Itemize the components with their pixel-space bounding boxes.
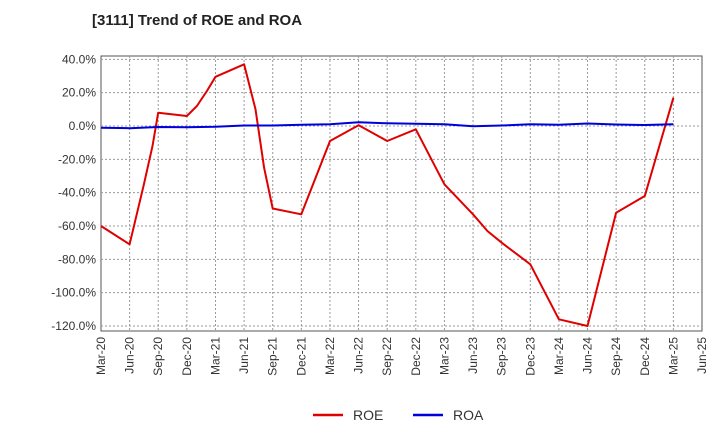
x-tick-label: Sep-21 (266, 337, 280, 376)
x-tick-label: Jun-22 (352, 337, 366, 374)
x-tick-label: Jun-24 (581, 337, 595, 374)
legend: ROE ROA (313, 407, 484, 423)
x-tick-label: Sep-20 (151, 337, 165, 376)
y-tick-label: -120.0% (51, 319, 96, 333)
y-tick-label: -100.0% (51, 286, 96, 300)
x-tick-label: Mar-21 (208, 337, 222, 375)
x-tick-label: Mar-20 (94, 337, 108, 375)
x-tick-label: Sep-22 (380, 337, 394, 376)
x-tick-label: Jun-23 (466, 337, 480, 374)
grid-lines (101, 56, 702, 331)
y-tick-label: -80.0% (58, 252, 96, 266)
x-tick-label: Jun-20 (123, 337, 137, 374)
plot-area (100, 55, 703, 332)
x-tick-label: Mar-23 (437, 337, 451, 375)
legend-label-roe: ROE (353, 407, 383, 423)
legend-label-roa: ROA (453, 407, 484, 423)
series-line-roa (100, 121, 674, 130)
x-tick-label: Jun-25 (695, 337, 709, 374)
x-tick-label: Dec-23 (523, 337, 537, 376)
x-axis-ticks: Mar-20 Jun-20 Sep-20 Dec-20 Mar-21 Jun-21 Sep-… (94, 337, 709, 376)
x-tick-label: Dec-20 (180, 337, 194, 376)
x-tick-label: Mar-25 (666, 337, 680, 375)
y-tick-label: 20.0% (62, 86, 96, 100)
y-tick-label: 40.0% (62, 52, 96, 66)
x-tick-label: Dec-24 (638, 337, 652, 376)
y-tick-label: -60.0% (58, 219, 96, 233)
x-tick-label: Mar-24 (552, 337, 566, 375)
y-tick-label: -40.0% (58, 186, 96, 200)
series-lines (100, 63, 675, 327)
y-axis-ticks: 40.0% 20.0% 0.0% -20.0% -40.0% -60.0% -80.0% -1… (51, 52, 96, 333)
x-tick-label: Jun-21 (237, 337, 251, 374)
y-tick-label: 0.0% (69, 119, 97, 133)
x-tick-label: Mar-22 (323, 337, 337, 375)
y-tick-label: -20.0% (58, 152, 96, 166)
series-line-roe (100, 63, 675, 327)
x-tick-label: Dec-21 (294, 337, 308, 376)
chart-title: [3111] Trend of ROE and ROA (92, 12, 303, 29)
x-tick-label: Sep-24 (609, 337, 623, 376)
x-tick-label: Dec-22 (409, 337, 423, 376)
x-tick-label: Sep-23 (495, 337, 509, 376)
